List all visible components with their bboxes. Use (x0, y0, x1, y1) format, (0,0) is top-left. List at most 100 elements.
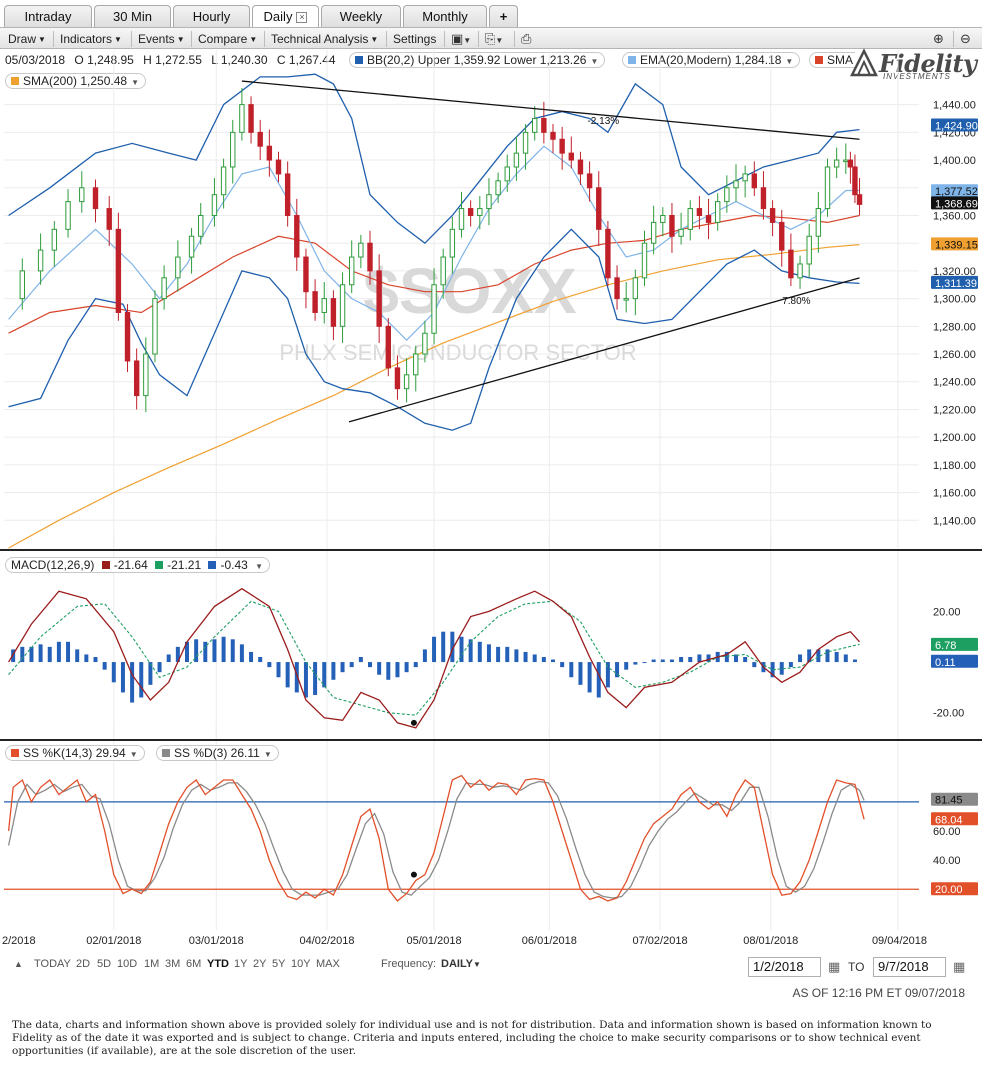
candle (852, 166, 858, 196)
zoom-out-icon[interactable]: ⊖ (960, 31, 971, 46)
ssk-legend[interactable]: SS %K(14,3) 29.94 ▼ (5, 745, 145, 761)
candle (211, 194, 218, 216)
stoch-d-line (7, 780, 865, 899)
price-tick-label: 1,260.00 (933, 349, 976, 361)
candle (856, 194, 863, 205)
macd-histogram-bar (798, 654, 803, 663)
candle (687, 208, 693, 230)
macd-histogram-bar (843, 654, 848, 663)
frequency-select[interactable]: DAILY▼ (441, 957, 481, 972)
range-6m[interactable]: 6M (186, 958, 202, 970)
calendar-icon[interactable]: ▦ (828, 959, 841, 974)
sma-legend[interactable]: SMA (809, 52, 855, 68)
price-tick-label: 1,400.00 (933, 155, 976, 167)
from-date-input[interactable]: 1/2/2018 (748, 957, 821, 977)
technical-analysis-menu[interactable]: Technical Analysis ▼ (271, 30, 378, 48)
macd-histogram-bar (230, 639, 235, 663)
calendar-icon[interactable]: ▦ (953, 959, 966, 974)
technical-chart[interactable]: $SOXX PHLX SEMICONDUCTOR SECTOR -2.13% 7.8… (0, 0, 982, 950)
ema-legend[interactable]: EMA(20,Modern) 1,284.18 ▼ (622, 52, 801, 68)
macd-histogram-bar (605, 662, 610, 688)
macd-histogram-bar (102, 662, 107, 670)
candle (715, 201, 721, 223)
macd-histogram-bar (313, 662, 318, 695)
indicators-menu[interactable]: Indicators ▼ (60, 30, 122, 48)
print-icon[interactable]: ⎙ (521, 31, 532, 46)
macd-histogram-bar (578, 662, 583, 685)
range-3m[interactable]: 3M (165, 958, 181, 970)
low-value: 1,240.30 (220, 53, 268, 67)
range-today[interactable]: TODAY (34, 958, 71, 970)
events-menu[interactable]: Events ▼ (138, 30, 185, 48)
range-5y[interactable]: 5Y (272, 958, 286, 970)
macd-histogram-bar (404, 662, 409, 673)
symbol-watermark: $SOXX (363, 255, 577, 327)
macd-histogram-bar (779, 662, 784, 675)
candle (751, 173, 757, 189)
candle (339, 284, 346, 327)
candle (198, 214, 204, 237)
macd-histogram-bar (413, 662, 418, 668)
candle (284, 173, 291, 216)
draw-menu[interactable]: Draw ▼ (8, 30, 46, 48)
ssd-legend[interactable]: SS %D(3) 26.11 ▼ (156, 745, 279, 761)
tab-30min[interactable]: 30 Min (94, 5, 171, 27)
candle (513, 152, 520, 168)
x-tick-label: 06/01/2018 (522, 935, 577, 947)
bb-upper-line (8, 73, 860, 245)
range-10y[interactable]: 10Y (291, 958, 311, 970)
macd-histogram-bar (532, 654, 537, 663)
compare-menu[interactable]: Compare ▼ (198, 30, 257, 48)
range-2y[interactable]: 2Y (253, 958, 267, 970)
candle (733, 180, 739, 189)
macd-histogram-bar (743, 657, 748, 663)
range-5d[interactable]: 5D (97, 958, 112, 970)
macd-histogram-bar (633, 662, 638, 665)
zoom-in-icon[interactable]: ⊕ (933, 31, 944, 46)
macd-legend[interactable]: MACD(12,26,9) -21.64 -21.21 -0.43 ▼ (5, 557, 271, 573)
save-icon[interactable]: ▣▼ (451, 31, 472, 46)
sma200-legend[interactable]: SMA(200) 1,250.48 ▼ (5, 73, 146, 89)
tab-monthly[interactable]: Monthly (403, 5, 487, 27)
stoch-tag: 20.00 (935, 884, 963, 896)
macd-histogram-bar (788, 662, 793, 668)
range-ytd[interactable]: YTD (207, 958, 229, 970)
macd-histogram-bar (569, 662, 574, 678)
high-value: 1,272.55 (155, 53, 202, 67)
bb-lower-line (8, 228, 860, 431)
settings-menu[interactable]: Settings (393, 30, 436, 48)
tab-intraday[interactable]: Intraday (4, 5, 92, 27)
caret-down-icon: ▼ (114, 35, 122, 44)
tab-weekly[interactable]: Weekly (321, 5, 401, 27)
range-1m[interactable]: 1M (144, 958, 160, 970)
stoch-tag-bg (931, 792, 978, 806)
candle (321, 298, 327, 313)
candle (37, 249, 44, 272)
macd-histogram-bar (294, 662, 299, 693)
caret-down-icon: ▼ (370, 35, 379, 44)
export-icon[interactable]: ⎘▼ (485, 31, 504, 46)
tab-daily[interactable]: Daily × (252, 5, 319, 27)
bb-legend[interactable]: BB(20,2) Upper 1,359.92 Lower 1,213.26 ▼ (349, 52, 606, 68)
event-marker (410, 719, 417, 726)
tab-hourly[interactable]: Hourly (173, 5, 250, 27)
range-max[interactable]: MAX (316, 958, 340, 970)
macd-tick-label: 20.00 (933, 606, 961, 618)
range-2d[interactable]: 2D (76, 958, 91, 970)
macd-histogram-bar (130, 662, 135, 703)
candle (833, 159, 840, 168)
range-bar: ▲ TODAY 2D 5D 10D 1M 3M 6M YTD 1Y 2Y 5Y … (0, 953, 982, 975)
range-10d[interactable]: 10D (117, 958, 138, 970)
x-tick-label: 03/01/2018 (189, 935, 244, 947)
range-1y[interactable]: 1Y (234, 958, 248, 970)
watermark: $SOXX PHLX SEMICONDUCTOR SECTOR (279, 255, 636, 365)
close-tab-icon[interactable]: × (296, 12, 308, 23)
caret-down-icon: ▼ (255, 562, 264, 571)
add-tab-button[interactable]: + (489, 5, 518, 27)
candle (705, 214, 712, 223)
to-date-input[interactable]: 9/7/2018 (873, 957, 946, 977)
price-tag-bg (931, 237, 978, 251)
collapse-icon[interactable]: ▲ (14, 959, 23, 969)
price-tick-label: 1,180.00 (933, 460, 976, 472)
axes: 1,440.001,420.001,400.001,380.001,360.00… (0, 100, 982, 947)
